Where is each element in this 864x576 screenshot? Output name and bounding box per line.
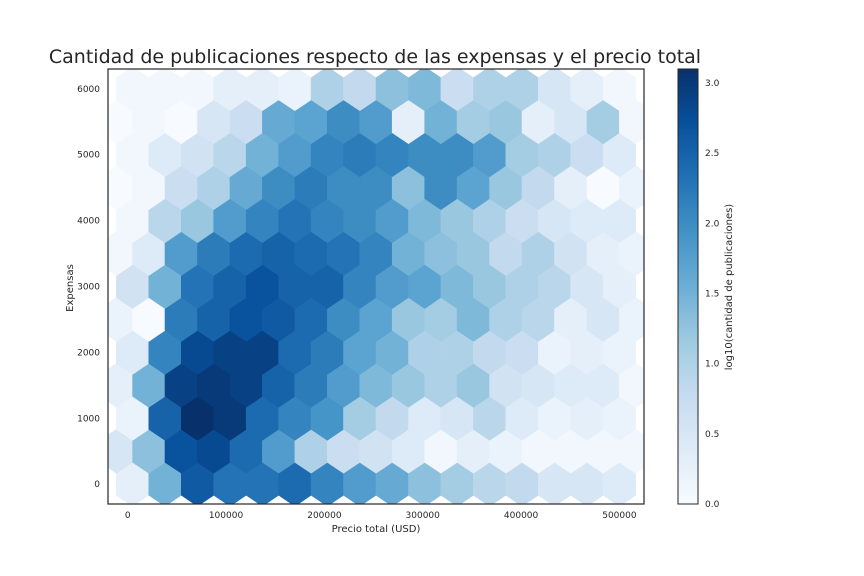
y-axis-label: Expensas (65, 264, 76, 312)
y-tick-label: 2000 (77, 348, 100, 358)
y-tick-label: 5000 (77, 151, 100, 161)
colorbar-tick-label: 2.0 (705, 219, 720, 229)
colorbar-tick-label: 0.5 (705, 430, 719, 440)
x-axis-label: Precio total (USD) (332, 524, 421, 535)
plot-frame (107, 68, 645, 505)
x-tick-label: 0 (125, 511, 131, 521)
y-axis-ticks: 0 1000 2000 3000 4000 5000 6000 (77, 85, 100, 490)
hexbin-cells (108, 69, 644, 504)
colorbar-tick-label: 1.0 (705, 360, 720, 370)
colorbar-tick-label: 0.0 (705, 500, 720, 510)
x-tick-label: 300000 (406, 511, 441, 521)
colorbar-tick-label: 2.5 (705, 149, 719, 159)
x-tick-label: 400000 (504, 511, 539, 521)
y-tick-label: 3000 (77, 283, 100, 293)
x-tick-label: 100000 (209, 511, 244, 521)
colorbar-ticks: 0.0 0.5 1.0 1.5 2.0 2.5 3.0 (705, 79, 720, 510)
y-tick-label: 6000 (77, 85, 100, 95)
colorbar-tick-label: 1.5 (705, 290, 719, 300)
x-axis-ticks: 0 100000 200000 300000 400000 500000 (125, 511, 637, 521)
colorbar-label: log10(cantidad de publicaciones) (724, 204, 735, 371)
hexbin-cell (602, 69, 636, 112)
y-tick-label: 1000 (77, 414, 100, 424)
y-tick-label: 0 (94, 480, 100, 490)
x-tick-label: 500000 (602, 511, 637, 521)
x-tick-label: 200000 (307, 511, 342, 521)
colorbar-gradient (677, 68, 699, 505)
chart-title: Cantidad de publicaciones respecto de la… (49, 46, 701, 68)
colorbar-tick-label: 3.0 (705, 79, 720, 89)
colorbar: 0.0 0.5 1.0 1.5 2.0 2.5 3.0 log10(cantidad de … (677, 68, 735, 510)
y-tick-label: 4000 (77, 217, 100, 227)
